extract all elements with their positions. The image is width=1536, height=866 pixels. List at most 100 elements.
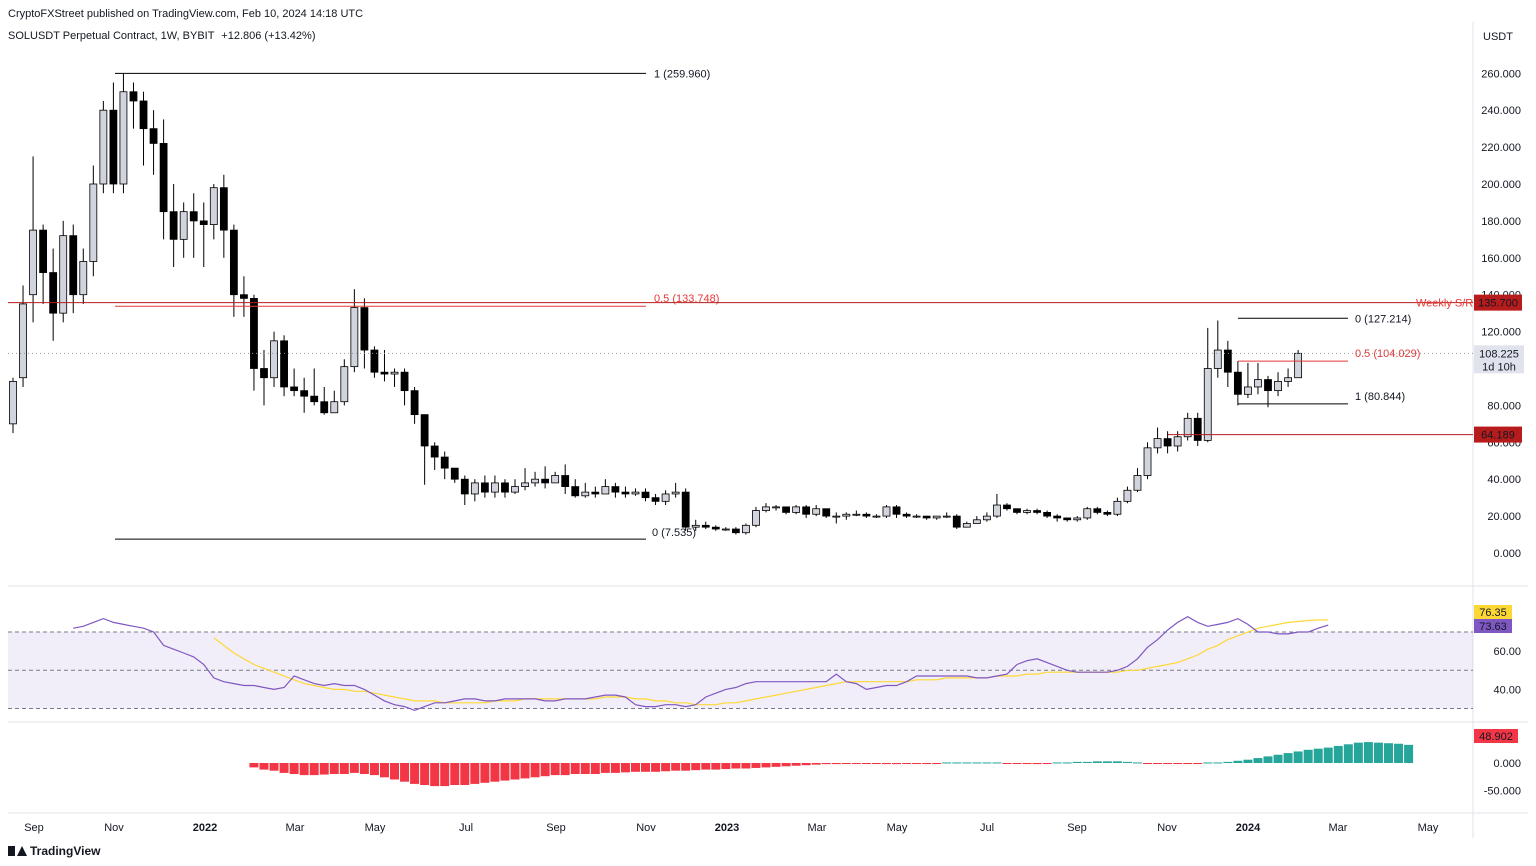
candle-body <box>1053 515 1062 519</box>
histogram-bar <box>902 763 912 764</box>
candle-body <box>1203 368 1212 441</box>
histogram-bar <box>349 763 359 773</box>
price-change: +12.806 (+13.42%) <box>221 30 316 42</box>
histogram-bar <box>1323 747 1333 763</box>
candle-body <box>681 491 690 528</box>
histogram-bar <box>701 763 711 770</box>
rsi-tick-label: 40.00 <box>1493 684 1521 696</box>
histogram-bar <box>1032 763 1042 765</box>
candle-body <box>982 515 991 521</box>
histogram-bar <box>1153 763 1163 764</box>
candle-body <box>39 229 48 273</box>
candle-body <box>450 467 459 480</box>
fib-label-1-right: 1 (80.844) <box>1355 391 1405 403</box>
candle-body <box>1173 436 1182 447</box>
candle-body <box>430 445 439 458</box>
histogram-bar <box>1243 759 1253 763</box>
histogram-bar <box>811 763 821 765</box>
histogram-bar <box>1042 763 1052 764</box>
candle-body <box>49 272 58 314</box>
histogram-bar <box>329 763 339 774</box>
histogram-bar <box>1102 761 1112 763</box>
rsi-tick-label: 60.00 <box>1493 646 1521 658</box>
candle-body <box>229 229 238 296</box>
candle-body <box>400 371 409 392</box>
histogram-bar <box>600 763 610 773</box>
candle-body <box>280 340 288 388</box>
histogram-bar <box>1283 753 1293 763</box>
candle-body <box>460 478 469 495</box>
histogram-bar <box>560 763 570 776</box>
candle-body <box>300 390 309 397</box>
price-tick-label: 200.000 <box>1481 179 1521 191</box>
candle-body <box>772 506 780 509</box>
candle-body <box>661 493 670 502</box>
histogram-bar <box>681 763 691 771</box>
histogram-bar <box>1363 742 1373 763</box>
candle-body <box>209 187 218 225</box>
histogram-bar <box>1082 761 1092 763</box>
candle-body <box>812 508 821 515</box>
histogram-bar <box>1062 762 1072 764</box>
candle-body <box>1274 381 1282 392</box>
time-tick-label: Jul <box>980 822 994 834</box>
candle-body <box>942 515 951 518</box>
histogram-bar <box>992 762 1002 764</box>
candle-body <box>711 526 720 530</box>
candle-body <box>1153 438 1162 449</box>
time-tick-label: 2024 <box>1236 822 1261 834</box>
currency-label: USDT <box>1483 31 1513 43</box>
price-tick-label: 220.000 <box>1481 142 1521 154</box>
histogram-bar <box>641 763 651 772</box>
time-tick-label: May <box>1418 822 1439 834</box>
candle-body <box>641 491 650 499</box>
candle-body <box>822 508 831 517</box>
candle-body <box>1003 504 1011 510</box>
histogram-bar <box>1353 742 1363 763</box>
histogram-bar <box>952 762 962 764</box>
histogram-bar <box>259 763 269 770</box>
histogram-bar <box>831 763 841 765</box>
price-tick-label: 20.000 <box>1487 511 1521 523</box>
rsi-line <box>73 616 1329 712</box>
price-tick-label: 80.000 <box>1487 400 1521 412</box>
histogram-bar <box>500 763 510 781</box>
histogram-bar <box>1263 756 1273 763</box>
histogram-bar <box>510 763 520 780</box>
histogram-bar <box>1163 763 1173 764</box>
tradingview-footer[interactable]: TradingView <box>8 844 100 858</box>
rsi-tag <box>1474 619 1512 633</box>
time-tick-label: Nov <box>1157 822 1177 834</box>
histogram-bar <box>821 763 831 765</box>
candle-body <box>1213 349 1222 369</box>
candle-body <box>551 475 560 484</box>
candle-body <box>119 91 128 185</box>
candle-body <box>1023 510 1031 513</box>
histogram-bar <box>1183 763 1193 764</box>
candle-body <box>782 506 790 513</box>
candle-body <box>1013 508 1021 513</box>
candle-body <box>350 307 359 368</box>
candle-body <box>531 478 539 484</box>
histogram-bar <box>540 763 550 777</box>
candle-body <box>862 513 871 517</box>
symbol-name[interactable]: SOLUSDT Perpetual Contract, 1W, BYBIT <box>8 30 215 42</box>
candle-body <box>99 109 108 185</box>
histogram-bar <box>610 763 620 773</box>
histogram-bar <box>379 763 389 778</box>
candle-body <box>1133 475 1142 491</box>
histogram-bar <box>470 763 480 784</box>
histogram-bar <box>1173 763 1183 764</box>
candle-body <box>842 513 851 517</box>
histogram-bar <box>520 763 530 779</box>
candle-body <box>69 235 78 296</box>
time-tick-label: May <box>887 822 908 834</box>
rsi-ma-line <box>213 619 1329 706</box>
histogram-bar <box>791 763 801 766</box>
candle-body <box>1073 517 1082 521</box>
time-tick-label: 2023 <box>715 822 739 834</box>
weekly-sr-label: Weekly S/R <box>1416 298 1473 310</box>
fib-label-1-left: 1 (259.960) <box>654 68 710 80</box>
candle-body <box>1223 349 1232 373</box>
